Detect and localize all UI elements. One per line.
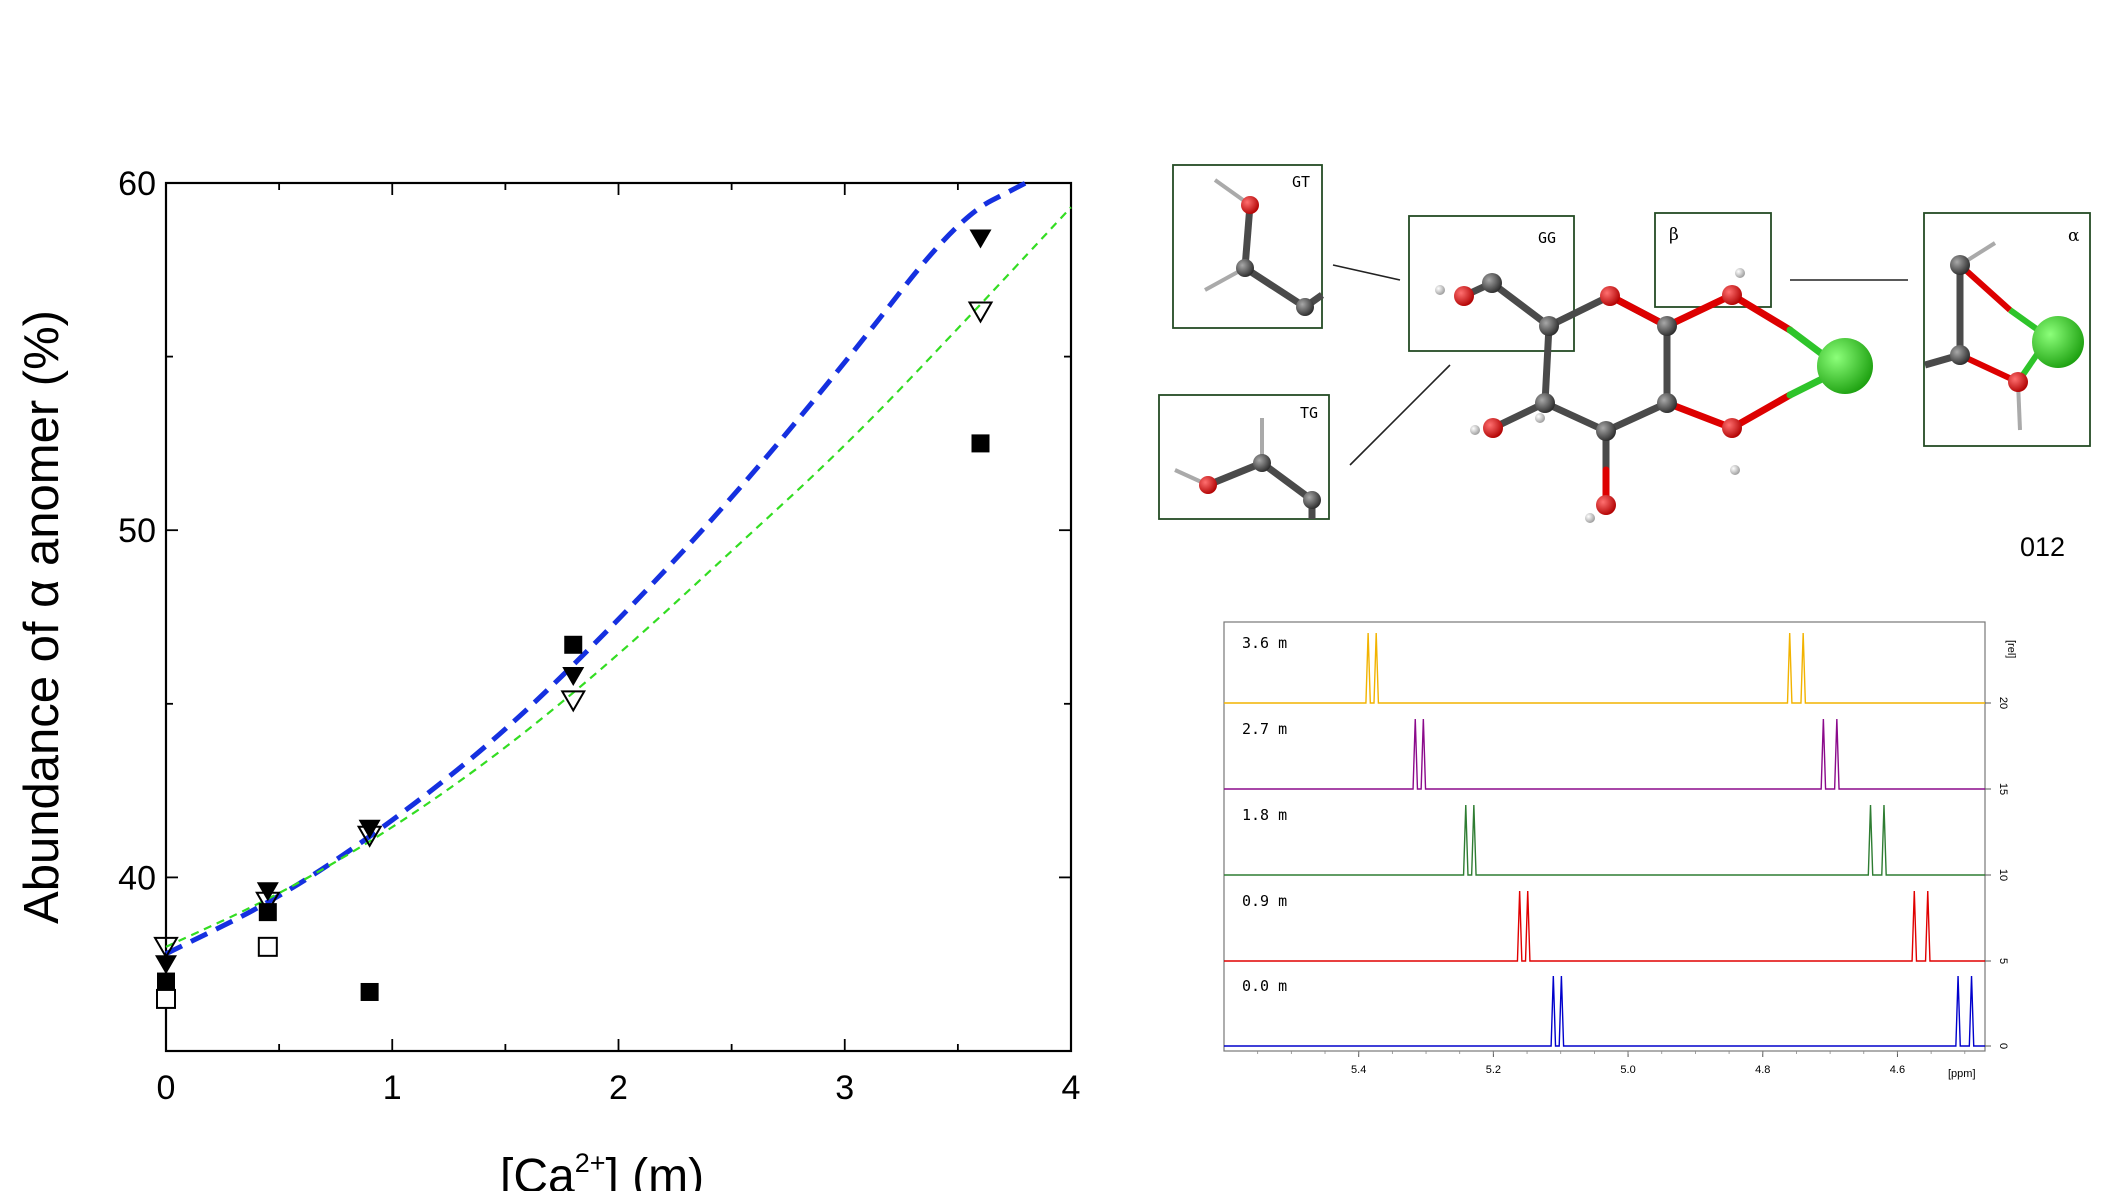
nmr-trace-label: 0.9 m <box>1242 892 1287 910</box>
nmr-traces <box>1224 632 1985 1047</box>
open-square-point <box>156 988 176 1009</box>
tg-connector <box>1349 364 1451 466</box>
alpha-label: α <box>2068 226 2080 246</box>
scatter-points <box>153 229 994 1009</box>
nmr-trace-label: 3.6 m <box>1242 634 1287 652</box>
ring-atoms <box>1435 268 1873 523</box>
filled-square-point <box>157 972 175 991</box>
gt-conformer-box <box>1172 164 1323 329</box>
alpha-fragment <box>1924 241 2084 431</box>
tg-fragment <box>1174 418 1321 519</box>
nmr-spectra-panel: 3.6 m 2.7 m 1.8 m 0.9 m 0.0 m 5.4 5.2 5.0 4.8 4.… <box>1223 621 2017 1080</box>
open-triangle-point <box>560 690 586 713</box>
nmr-y-unit: [rel] <box>2005 640 2017 658</box>
open-triangle-point <box>967 301 994 324</box>
x-label-superscript: 2+ <box>575 1148 606 1178</box>
nmr-trace-label: 0.0 m <box>1242 977 1287 995</box>
gt-fragment <box>1204 178 1325 316</box>
gt-label: GT <box>1292 173 1310 191</box>
nmr-y-tick-label: 15 <box>1997 783 2009 795</box>
open-triangle-point <box>255 891 281 914</box>
ring-bonds <box>1460 279 1671 509</box>
nmr-x-tick-label: 5.0 <box>1620 1064 1635 1076</box>
abundance-scatter-chart: 0 1 2 3 4 40 50 60 Abundance of α anomer (%) [C… <box>15 165 1080 1191</box>
nmr-trace-label: 1.8 m <box>1242 806 1287 824</box>
nmr-frame <box>1223 621 1986 1052</box>
nmr-trace <box>1224 890 1985 962</box>
y-tick-label: 40 <box>118 859 156 897</box>
scatter-fit-curves <box>164 180 1072 957</box>
y-tick-label: 50 <box>118 512 156 550</box>
x-tick-label: 4 <box>1062 1069 1081 1107</box>
gg-conformer-box <box>1408 215 1575 352</box>
tg-conformer-box <box>1158 394 1330 520</box>
filled-triangle-point <box>358 819 381 839</box>
nmr-x-tick-label: 4.6 <box>1890 1064 1905 1076</box>
x-label-end: ] (m) <box>606 1150 705 1191</box>
nmr-y-tick-label: 0 <box>1997 1043 2009 1049</box>
nmr-y-ticks: 20 15 10 5 0 <box>1985 697 2009 1049</box>
x-label-main: [Ca <box>500 1150 575 1191</box>
filled-square-point <box>564 635 583 654</box>
beta-label: β <box>1669 225 1679 245</box>
nmr-x-tick-label: 4.8 <box>1755 1064 1770 1076</box>
nmr-trace <box>1224 718 1985 790</box>
scatter-ticks <box>165 182 1072 1052</box>
scatter-y-axis-label: Abundance of α anomer (%) <box>15 310 69 924</box>
open-triangle-point <box>356 825 383 848</box>
x-tick-label: 2 <box>609 1069 628 1107</box>
nmr-x-tick-label: 5.2 <box>1486 1064 1501 1076</box>
tg-label: TG <box>1300 404 1318 422</box>
filled-square-point <box>971 434 990 453</box>
alpha-box <box>1923 212 2091 447</box>
scatter-tick-labels: 0 1 2 3 4 40 50 60 <box>118 165 1080 1107</box>
nmr-x-unit: [ppm] <box>1948 1068 1976 1080</box>
scatter-x-axis-label: [Ca2+] (m) <box>500 1148 704 1191</box>
filled-triangle-point <box>155 955 177 975</box>
x-tick-label: 1 <box>383 1069 402 1107</box>
nmr-y-tick-label: 5 <box>1997 958 2009 964</box>
ring-hetero-bonds <box>1602 291 1834 509</box>
blue-fit-curve <box>164 180 1027 957</box>
gg-label: GG <box>1538 229 1556 247</box>
corner-label: 012 <box>2020 532 2065 562</box>
gt-connector <box>1332 264 1401 281</box>
nmr-y-tick-label: 10 <box>1997 869 2009 881</box>
open-square-point <box>257 936 278 957</box>
nmr-trace-label: 2.7 m <box>1242 720 1287 738</box>
y-tick-label: 60 <box>118 165 156 203</box>
nmr-trace-labels: 3.6 m 2.7 m 1.8 m 0.9 m 0.0 m <box>1242 634 1287 995</box>
green-fit-curve <box>165 206 1072 948</box>
nmr-trace <box>1224 975 1985 1047</box>
nmr-trace <box>1224 632 1985 704</box>
nmr-x-tick-label: 5.4 <box>1351 1064 1366 1076</box>
filled-triangle-point <box>969 229 992 249</box>
nmr-x-ticks: 5.4 5.2 5.0 4.8 4.6 <box>1257 1051 1966 1076</box>
filled-triangle-point <box>562 667 585 687</box>
nmr-y-tick-label: 20 <box>1997 697 2009 709</box>
nmr-trace <box>1224 804 1985 876</box>
molecule-panel: GT GG β α TG 012 <box>1158 164 2091 562</box>
x-tick-label: 0 <box>157 1069 176 1107</box>
open-triangle-point <box>153 936 179 959</box>
x-tick-label: 3 <box>835 1069 854 1107</box>
filled-square-point <box>360 982 379 1001</box>
